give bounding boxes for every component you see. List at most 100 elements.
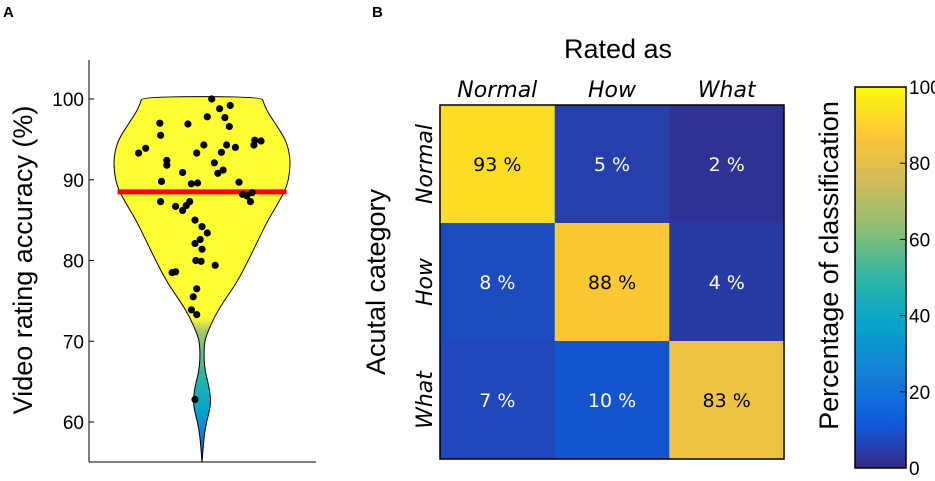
data-point: [193, 311, 201, 319]
violin-panel: 60 70 80 90 100 Video rating accuracy (%): [8, 60, 316, 463]
colorbar-tick-label: 60: [909, 230, 930, 251]
heatmap-cell: [440, 223, 556, 342]
y-tick-label: 60: [63, 413, 84, 434]
colorbar-tick-label: 40: [909, 307, 930, 328]
heatmap-x-category: What: [698, 78, 757, 103]
data-point: [191, 395, 199, 403]
colorbar-tick-label: 20: [909, 383, 930, 404]
data-point: [197, 257, 205, 265]
heatmap-title: Rated as: [564, 34, 672, 64]
data-point: [198, 245, 206, 253]
data-point: [193, 149, 201, 157]
heatmap-cell-label: 2 %: [709, 154, 745, 176]
data-point: [257, 137, 265, 145]
heatmap-frame: [439, 104, 785, 460]
data-point: [203, 229, 211, 237]
y-axis-title: Video rating accuracy (%): [8, 106, 38, 415]
data-point: [172, 202, 180, 210]
data-point: [157, 198, 165, 206]
heatmap-cell: [440, 341, 556, 460]
data-point: [248, 189, 256, 197]
heatmap-cell-label: 83 %: [703, 390, 751, 412]
heatmap-cell: [669, 341, 785, 460]
heatmap-y-categories: Normal How What: [413, 124, 438, 429]
data-point: [163, 161, 171, 169]
y-tick-label: 80: [63, 252, 84, 273]
heatmap-cell: [669, 105, 785, 224]
data-point: [179, 168, 187, 177]
heatmap-cell: [669, 223, 785, 342]
data-point: [156, 119, 164, 127]
colorbar-title: Percentage of classification: [814, 101, 844, 430]
data-point: [135, 149, 143, 157]
data-point: [186, 198, 194, 206]
data-point: [221, 114, 229, 122]
colorbar-gradient: [854, 86, 907, 469]
y-tick-label: 100: [52, 90, 84, 111]
colorbar: 0 20 40 60 80 100 Percentage of classificatio…: [814, 78, 935, 480]
data-point: [214, 169, 222, 177]
data-point: [223, 141, 231, 149]
heatmap-cell-label: 88 %: [588, 272, 636, 294]
data-point: [235, 178, 243, 186]
data-point: [246, 198, 254, 206]
data-point: [157, 131, 165, 139]
data-point: [231, 143, 239, 151]
colorbar-tick-label: 0: [909, 459, 920, 480]
data-point: [203, 113, 211, 121]
data-point: [243, 192, 251, 200]
data-point: [184, 120, 192, 128]
data-point: [196, 235, 204, 244]
heatmap-x-categories: Normal How What: [457, 78, 757, 103]
heatmap-cell: [554, 105, 670, 224]
heatmap-cells: 93 % 5 % 2 % 8 % 88 % 4 % 7 % 10 % 83 %: [440, 105, 785, 460]
heatmap-cell-label: 4 %: [709, 272, 745, 294]
y-axis-ticks: 60 70 80 90 100: [52, 90, 94, 434]
heatmap-cell-label: 8 %: [479, 272, 515, 294]
heatmap-y-category: How: [413, 257, 438, 306]
data-point: [168, 269, 176, 277]
data-point: [208, 95, 216, 103]
data-point: [225, 122, 233, 131]
heatmap-y-title: Acutal category: [361, 188, 391, 375]
colorbar-ticks: 0 20 40 60 80 100: [900, 78, 935, 480]
data-point: [191, 216, 199, 224]
data-point: [142, 144, 150, 152]
data-point: [187, 306, 195, 314]
data-point: [193, 285, 201, 293]
heatmap-y-category: Normal: [413, 124, 438, 204]
heatmap-cell-label: 93 %: [473, 154, 521, 176]
data-point: [217, 148, 225, 156]
data-point: [219, 166, 227, 174]
data-point: [216, 105, 224, 113]
data-point: [189, 293, 197, 301]
y-tick-label: 90: [63, 171, 84, 192]
data-point: [187, 180, 195, 188]
heatmap-cell-label: 10 %: [588, 390, 636, 412]
data-point: [211, 261, 219, 269]
heatmap-panel: Rated as Acutal category 93 % 5 % 2 % 8 % 88…: [361, 34, 785, 460]
data-point: [194, 179, 202, 187]
data-point: [251, 136, 259, 144]
heatmap-x-category: How: [588, 78, 637, 103]
colorbar-tick-label: 100: [909, 78, 935, 99]
heatmap-cell-label: 7 %: [479, 390, 515, 412]
colorbar-tick-label: 80: [909, 154, 930, 175]
violin-points: [135, 95, 265, 403]
heatmap-cell-label: 5 %: [594, 154, 630, 176]
heatmap-cell: [554, 223, 670, 342]
data-point: [192, 256, 200, 265]
data-point: [157, 177, 166, 185]
data-point: [200, 141, 208, 149]
data-point: [191, 239, 199, 248]
panel-a-label: A: [3, 4, 14, 21]
heatmap-y-category: What: [413, 370, 438, 429]
violin-shape: [113, 96, 291, 463]
heatmap-cell: [554, 341, 670, 460]
data-point: [226, 101, 234, 110]
heatmap-cell: [440, 105, 556, 224]
heatmap-x-category: Normal: [457, 78, 537, 103]
panel-b-label: B: [372, 4, 383, 21]
data-point: [198, 223, 206, 231]
